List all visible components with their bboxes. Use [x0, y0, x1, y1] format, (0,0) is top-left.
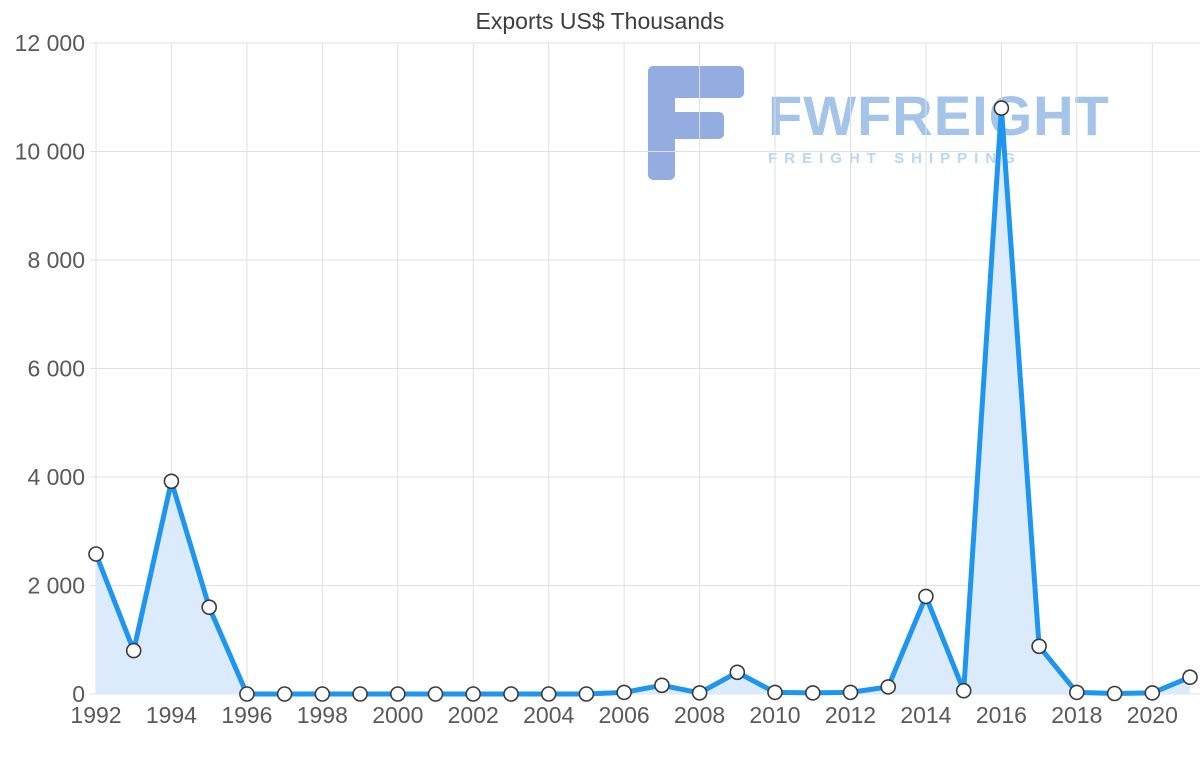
y-axis-labels: 0 2 000 4 000 6 000 8 000 10 000 12 000: [15, 30, 85, 707]
x-tick-label: 2000: [372, 702, 423, 728]
data-point-marker: [427, 686, 444, 702]
data-point-marker: [276, 686, 293, 702]
x-tick-label: 2014: [900, 702, 951, 728]
data-point-marker: [993, 100, 1010, 116]
y-tick-label: 2 000: [27, 573, 85, 599]
y-tick-label: 4 000: [27, 464, 85, 490]
x-tick-label: 2004: [523, 702, 574, 728]
data-point-marker: [352, 686, 368, 702]
x-tick-label: 2006: [599, 702, 650, 728]
data-point-marker: [654, 677, 670, 694]
data-point-marker: [1182, 669, 1198, 686]
data-point-marker: [1069, 684, 1085, 701]
data-point-marker: [691, 685, 708, 701]
y-tick-label: 10 000: [15, 139, 85, 165]
area-fill: [96, 108, 1190, 695]
data-point-marker: [125, 642, 142, 659]
data-point-marker: [767, 684, 783, 701]
gridlines: [90, 42, 1200, 695]
data-point-marker: [918, 588, 934, 605]
x-tick-label: 2016: [976, 702, 1027, 728]
x-tick-label: 1996: [221, 702, 272, 728]
data-point-marker: [955, 682, 972, 699]
y-tick-label: 0: [72, 681, 85, 707]
y-tick-label: 8 000: [27, 247, 85, 273]
data-point-marker: [503, 686, 519, 702]
data-point-marker: [1031, 638, 1047, 655]
data-point-marker: [804, 685, 821, 701]
x-tick-label: 2008: [674, 702, 725, 728]
watermark: FWFREIGHT FREIGHT SHIPPING: [648, 66, 1110, 182]
x-tick-label: 1998: [297, 702, 348, 728]
data-point-marker: [842, 684, 859, 701]
watermark-brand: FWFREIGHT: [768, 84, 1110, 147]
data-point-marker: [88, 546, 104, 562]
x-tick-label: 2002: [448, 702, 499, 728]
x-tick-label: 2018: [1051, 702, 1102, 728]
x-tick-label: 1994: [146, 702, 197, 728]
data-point-marker: [201, 599, 217, 616]
x-tick-label: 2020: [1127, 702, 1178, 728]
data-point-marker: [1144, 685, 1161, 701]
watermark-text: FWFREIGHT FREIGHT SHIPPING: [768, 66, 1110, 168]
x-tick-label: 2012: [825, 702, 876, 728]
data-point-marker: [465, 686, 482, 702]
data-point-marker: [540, 686, 557, 702]
data-point-marker: [314, 686, 331, 702]
data-point-markers: [88, 100, 1198, 702]
x-tick-label: 1992: [70, 702, 121, 728]
data-point-marker: [616, 684, 632, 701]
y-tick-label: 6 000: [27, 356, 85, 382]
data-point-marker: [578, 686, 595, 702]
chart-title: Exports US$ Thousands: [475, 8, 725, 34]
data-point-marker: [880, 679, 897, 695]
data-point-marker: [729, 664, 746, 681]
data-point-marker: [1106, 685, 1123, 702]
x-tick-label: 2010: [749, 702, 800, 728]
y-tick-label: 12 000: [15, 30, 85, 56]
x-axis-labels: 1992 1994 1996 1998 2000 2002 2004 2006 2008 2010…: [70, 702, 1177, 728]
watermark-tagline: FREIGHT SHIPPING: [768, 150, 1022, 167]
data-point-marker: [239, 686, 255, 702]
data-point-marker: [163, 473, 180, 490]
data-point-marker: [389, 686, 406, 702]
